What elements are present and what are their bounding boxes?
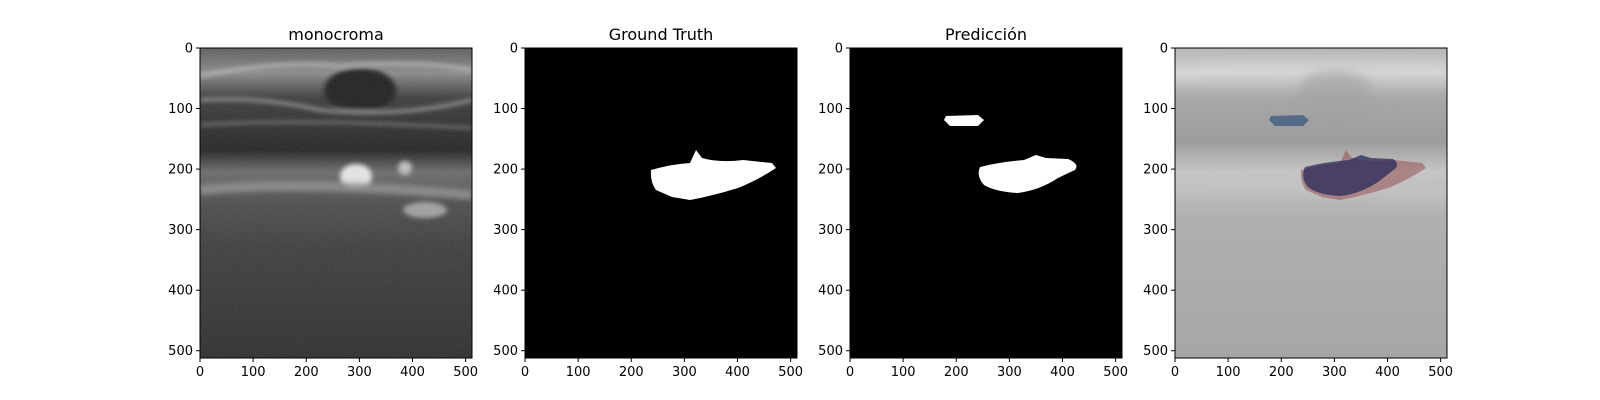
overlay-prediction-large [1303, 155, 1397, 196]
panel-prediccion: Predicción 0 100 200 300 400 500 0 100 200 300 40… [818, 25, 1128, 380]
y-tick-label: 300 [818, 223, 843, 238]
mask-background [525, 48, 797, 358]
x-tick-label: 100 [241, 365, 266, 380]
y-tick-labels: 0 100 200 300 400 500 [1143, 42, 1175, 359]
x-tick-label: 400 [1050, 365, 1075, 380]
y-tick-label: 200 [818, 163, 843, 178]
panel-overlay: 0 100 200 300 400 500 0 100 200 300 400 500 [1143, 42, 1453, 381]
y-tick-label: 500 [818, 344, 843, 359]
x-tick-labels: 0 100 200 300 400 500 [196, 358, 478, 380]
x-tick-label: 0 [1171, 365, 1179, 380]
x-tick-label: 0 [521, 365, 529, 380]
y-tick-label: 500 [1143, 344, 1168, 359]
x-tick-label: 200 [944, 365, 969, 380]
ultrasound-image [200, 48, 472, 358]
x-tick-label: 200 [1269, 365, 1294, 380]
x-tick-label: 200 [619, 365, 644, 380]
y-tick-labels: 0 100 200 300 400 500 [168, 42, 200, 359]
x-tick-label: 200 [294, 365, 319, 380]
y-tick-label: 400 [1143, 284, 1168, 299]
x-tick-label: 100 [891, 365, 916, 380]
x-tick-labels: 0 100 200 300 400 500 [1171, 358, 1453, 380]
x-tick-label: 0 [846, 365, 854, 380]
x-tick-label: 0 [196, 365, 204, 380]
y-tick-label: 300 [1143, 223, 1168, 238]
x-tick-label: 500 [1428, 365, 1453, 380]
y-tick-label: 0 [510, 42, 518, 57]
y-tick-label: 200 [493, 163, 518, 178]
panel-title: Ground Truth [609, 25, 714, 44]
y-tick-label: 400 [168, 284, 193, 299]
x-tick-label: 400 [400, 365, 425, 380]
x-tick-label: 500 [453, 365, 478, 380]
y-tick-label: 0 [185, 42, 193, 57]
y-tick-label: 100 [818, 102, 843, 117]
x-tick-label: 100 [1216, 365, 1241, 380]
y-tick-label: 400 [818, 284, 843, 299]
y-tick-label: 500 [493, 344, 518, 359]
y-tick-label: 500 [168, 344, 193, 359]
panel-monocroma: monocroma 0 100 200 300 400 500 0 100 200 300 400… [168, 25, 478, 380]
x-tick-label: 300 [1322, 365, 1347, 380]
x-tick-label: 400 [1375, 365, 1400, 380]
x-tick-label: 100 [566, 365, 591, 380]
y-tick-label: 100 [493, 102, 518, 117]
panel-title: monocroma [288, 25, 384, 44]
y-tick-label: 400 [493, 284, 518, 299]
y-tick-label: 200 [1143, 163, 1168, 178]
x-tick-label: 400 [725, 365, 750, 380]
x-tick-label: 500 [1103, 365, 1128, 380]
y-tick-label: 0 [835, 42, 843, 57]
overlay-prediction-small [1269, 115, 1309, 126]
y-tick-label: 100 [168, 102, 193, 117]
mask-background [850, 48, 1122, 358]
x-tick-label: 300 [347, 365, 372, 380]
y-tick-label: 300 [493, 223, 518, 238]
y-tick-labels: 0 100 200 300 400 500 [818, 42, 850, 359]
x-tick-labels: 0 100 200 300 400 500 [846, 358, 1128, 380]
panel-title: Predicción [945, 25, 1027, 44]
x-tick-label: 300 [997, 365, 1022, 380]
ground-truth-mask [650, 150, 776, 200]
y-tick-labels: 0 100 200 300 400 500 [493, 42, 525, 359]
x-tick-label: 300 [672, 365, 697, 380]
x-tick-labels: 0 100 200 300 400 500 [521, 358, 803, 380]
y-tick-label: 300 [168, 223, 193, 238]
prediction-mask-small [944, 115, 984, 126]
panel-ground-truth: Ground Truth 0 100 200 300 400 500 0 100 200 300… [493, 25, 803, 380]
prediction-mask-large [978, 155, 1077, 193]
x-tick-label: 500 [778, 365, 803, 380]
y-tick-label: 0 [1160, 42, 1168, 57]
y-tick-label: 200 [168, 163, 193, 178]
y-tick-label: 100 [1143, 102, 1168, 117]
